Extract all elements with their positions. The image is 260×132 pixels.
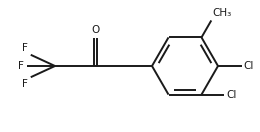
Text: F: F [22, 43, 28, 53]
Text: Cl: Cl [226, 90, 236, 100]
Text: F: F [22, 79, 28, 89]
Text: F: F [18, 61, 24, 71]
Text: Cl: Cl [244, 61, 254, 71]
Text: O: O [91, 25, 99, 35]
Text: CH₃: CH₃ [212, 8, 232, 18]
